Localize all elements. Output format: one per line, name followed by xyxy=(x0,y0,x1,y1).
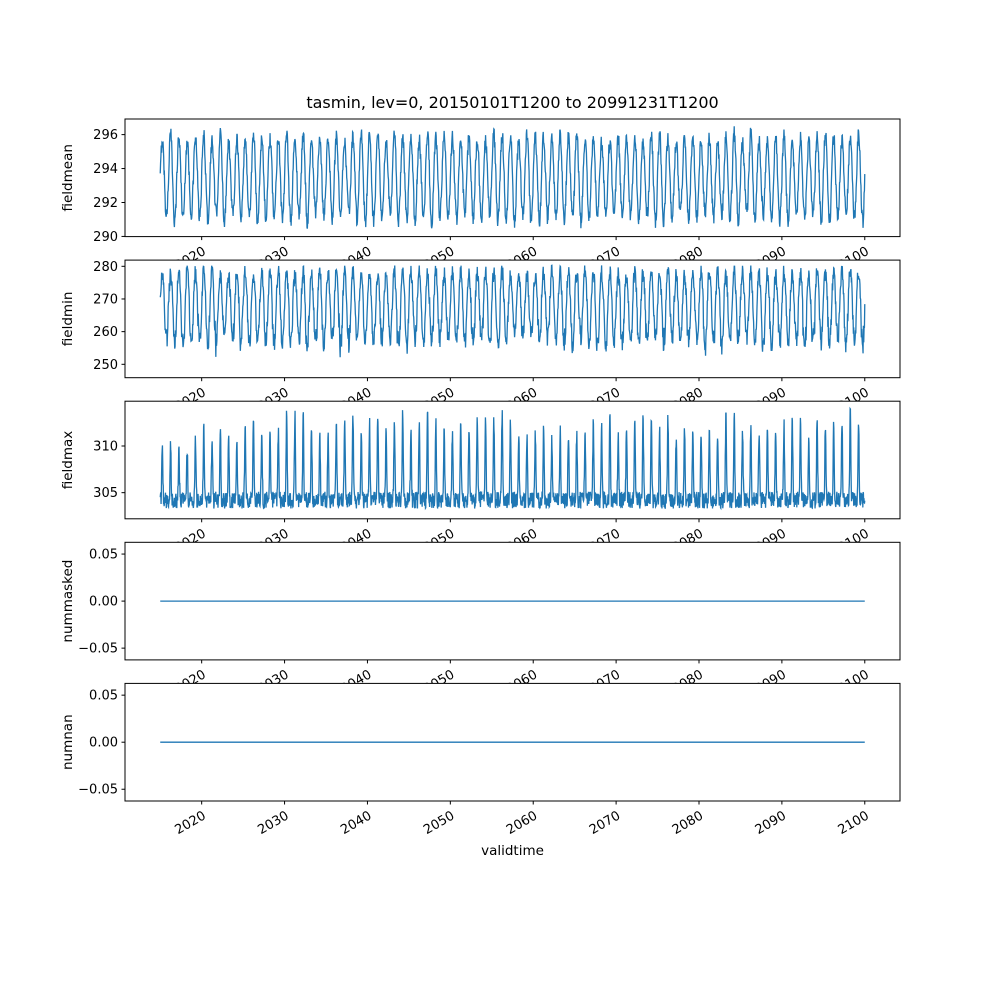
y-tick-label: 294 xyxy=(93,162,118,177)
x-tick-label: 2020 xyxy=(173,808,209,838)
y-tick-label: 0.05 xyxy=(89,689,118,704)
y-tick-label: 260 xyxy=(93,325,118,340)
x-tick-label: 2070 xyxy=(587,808,623,838)
x-tick-label: 2080 xyxy=(670,808,706,838)
y-tick-label: 290 xyxy=(93,230,118,245)
x-tick-label: 2030 xyxy=(255,808,291,838)
y-tick-label: 305 xyxy=(93,486,118,501)
y-tick-label: −0.05 xyxy=(78,642,118,657)
y-tick-label: 292 xyxy=(93,196,118,211)
y-axis-label-fieldmax: fieldmax xyxy=(60,431,76,490)
y-tick-label: 250 xyxy=(93,358,118,373)
y-axis-label-fieldmin: fieldmin xyxy=(60,292,76,347)
series-line-fieldmean xyxy=(159,126,866,229)
y-tick-label: 296 xyxy=(93,128,118,143)
y-tick-label: 280 xyxy=(93,260,118,275)
figure-title: tasmin, lev=0, 20150101T1200 to 20991231… xyxy=(306,93,719,112)
series-line-fieldmin xyxy=(159,264,866,358)
y-tick-label: 0.00 xyxy=(89,736,118,751)
series-line-fieldmax xyxy=(159,406,866,511)
y-tick-label: −0.05 xyxy=(78,783,118,798)
y-axis-label-fieldmean: fieldmean xyxy=(60,144,76,211)
x-tick-label: 2060 xyxy=(504,808,540,838)
axes-border xyxy=(124,400,901,520)
x-axis-label: validtime xyxy=(481,843,544,859)
subplot-numnan: −0.05 0.00 0.05 2020 2030 2040 2050 2060 2070 208… xyxy=(60,682,901,838)
x-tick-label: 2050 xyxy=(421,808,457,838)
axes-border xyxy=(124,118,901,238)
x-tick-label: 2040 xyxy=(338,808,374,838)
y-axis-label-numnan: numnan xyxy=(60,714,76,770)
y-tick-label: 0.05 xyxy=(89,548,118,563)
axes-border xyxy=(124,259,901,379)
y-tick-label: 310 xyxy=(93,440,118,455)
y-tick-label: 0.00 xyxy=(89,595,118,610)
x-tick-label: 2090 xyxy=(753,808,789,838)
x-tick-label: 2100 xyxy=(836,808,872,838)
y-axis-label-nummasked: nummasked xyxy=(60,560,76,643)
y-tick-label: 270 xyxy=(93,292,118,307)
